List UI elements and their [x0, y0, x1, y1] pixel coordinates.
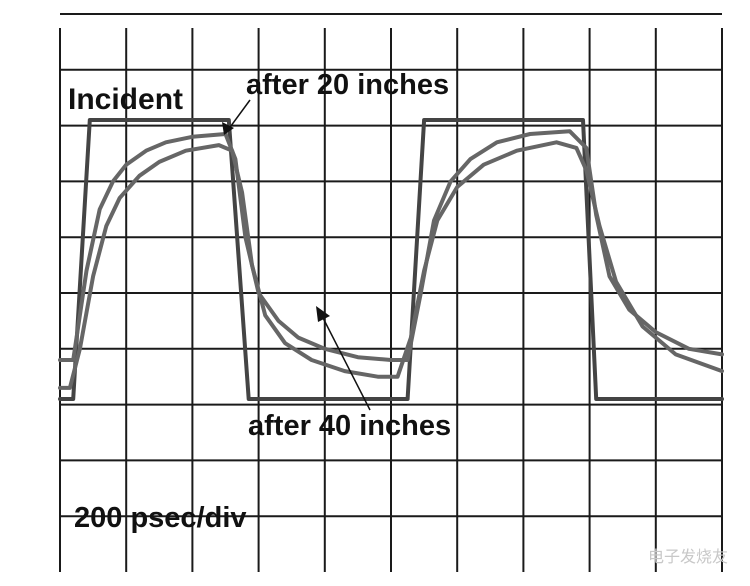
arrow-after-40-inches [316, 306, 371, 411]
label-incident: Incident [68, 83, 183, 116]
trace-incident [58, 118, 724, 401]
arrow-after-20-inches [222, 99, 251, 135]
watermark: 电子发烧友 [648, 547, 728, 566]
label-after-20-inches: after 20 inches [246, 69, 449, 101]
graticule-grid [59, 13, 723, 572]
trace-group [58, 118, 724, 401]
trace-after-40-inches [58, 140, 724, 390]
label-timebase: 200 psec/div [74, 502, 247, 534]
label-after-40-inches: after 40 inches [248, 410, 451, 442]
